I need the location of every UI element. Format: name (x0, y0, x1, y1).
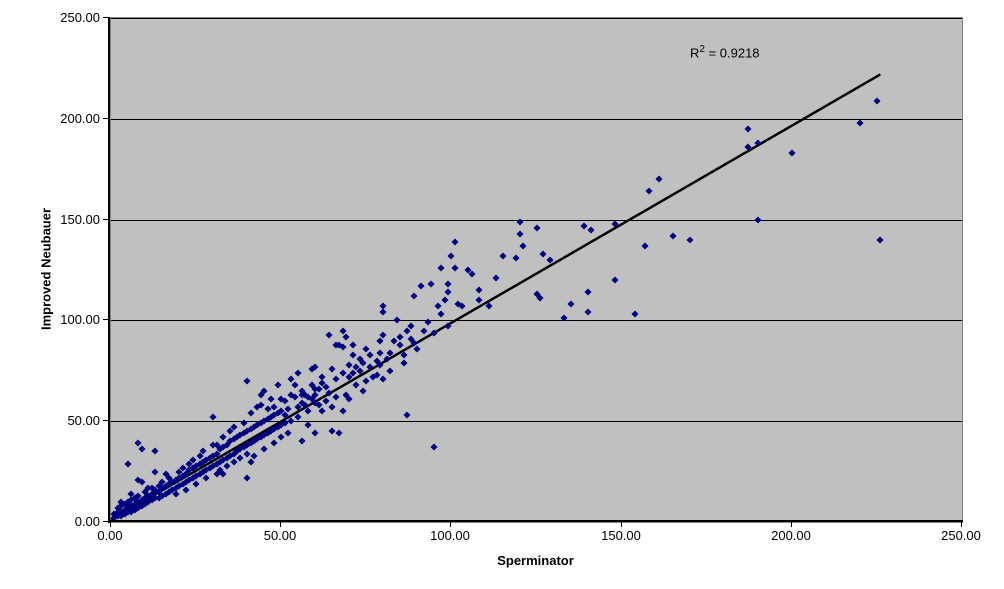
x-tick-label: 150.00 (601, 528, 641, 543)
y-tick-mark (103, 219, 108, 220)
x-tick-label: 250.00 (941, 528, 981, 543)
gridline (111, 320, 962, 321)
x-tick-mark (280, 522, 281, 527)
x-axis-title: Sperminator (497, 553, 574, 568)
gridline (111, 119, 962, 120)
y-axis-title: Improved Neubauer (38, 207, 54, 331)
r-squared-exponent: 2 (699, 44, 705, 55)
y-tick-label: 0.00 (74, 514, 100, 529)
y-tick-mark (103, 319, 108, 320)
gridline (111, 421, 962, 422)
y-tick-mark (103, 420, 108, 421)
x-tick-label: 200.00 (771, 528, 811, 543)
x-tick-label: 100.00 (430, 528, 470, 543)
r-squared-annotation: R2 = 0.9218 (690, 44, 760, 60)
gridline (111, 18, 962, 19)
y-tick-label: 200.00 (60, 111, 100, 126)
y-tick-mark (103, 521, 108, 522)
x-tick-label: 0.00 (97, 528, 123, 543)
plot-area (110, 17, 963, 523)
x-tick-mark (110, 522, 111, 527)
y-axis-line (108, 17, 110, 523)
trendline (110, 73, 881, 522)
x-tick-mark (621, 522, 622, 527)
x-axis-line (108, 520, 963, 522)
x-tick-mark (791, 522, 792, 527)
x-tick-mark (450, 522, 451, 527)
y-tick-mark (103, 17, 108, 18)
gridline (111, 220, 962, 221)
y-tick-label: 100.00 (60, 312, 100, 327)
r-squared-value: = 0.9218 (704, 45, 760, 61)
x-tick-label: 50.00 (263, 528, 297, 543)
y-tick-label: 50.00 (67, 413, 100, 428)
y-tick-mark (103, 118, 108, 119)
y-tick-label: 150.00 (60, 212, 100, 227)
y-tick-label: 250.00 (60, 10, 100, 25)
r-squared-base: R (690, 45, 700, 61)
x-tick-mark (961, 522, 962, 527)
